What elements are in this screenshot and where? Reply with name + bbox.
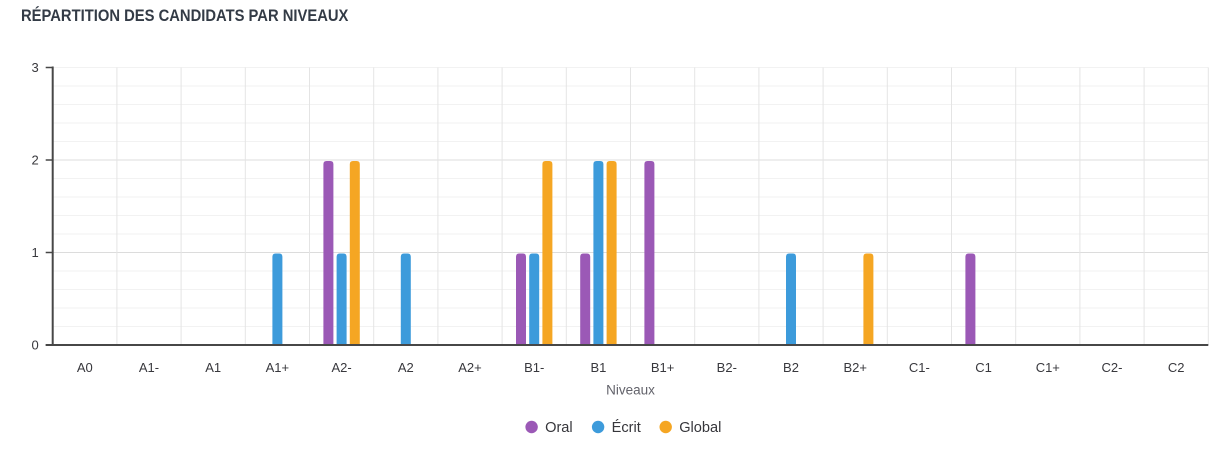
svg-text:A2-: A2- <box>331 360 351 375</box>
svg-text:B1+: B1+ <box>651 360 675 375</box>
svg-text:B1: B1 <box>590 360 606 375</box>
svg-text:B1-: B1- <box>524 360 544 375</box>
svg-text:2: 2 <box>31 153 38 168</box>
svg-text:Niveaux: Niveaux <box>606 383 655 398</box>
svg-text:A1-: A1- <box>139 360 159 375</box>
svg-text:A0: A0 <box>77 360 93 375</box>
svg-text:Oral: Oral <box>545 420 573 436</box>
svg-text:C2: C2 <box>1168 360 1185 375</box>
svg-text:A1+: A1+ <box>266 360 290 375</box>
svg-text:B2+: B2+ <box>843 360 867 375</box>
svg-text:A2: A2 <box>398 360 414 375</box>
svg-text:B2: B2 <box>783 360 799 375</box>
svg-text:A1: A1 <box>205 360 221 375</box>
svg-text:B2-: B2- <box>717 360 737 375</box>
svg-text:Écrit: Écrit <box>612 419 641 436</box>
svg-text:C1+: C1+ <box>1036 360 1060 375</box>
svg-text:0: 0 <box>31 338 38 353</box>
svg-text:C1: C1 <box>975 360 992 375</box>
svg-text:C2-: C2- <box>1102 360 1123 375</box>
svg-text:A2+: A2+ <box>458 360 482 375</box>
svg-text:1: 1 <box>31 245 38 260</box>
svg-text:Global: Global <box>679 420 721 436</box>
svg-text:C1-: C1- <box>909 360 930 375</box>
svg-text:3: 3 <box>31 60 38 75</box>
